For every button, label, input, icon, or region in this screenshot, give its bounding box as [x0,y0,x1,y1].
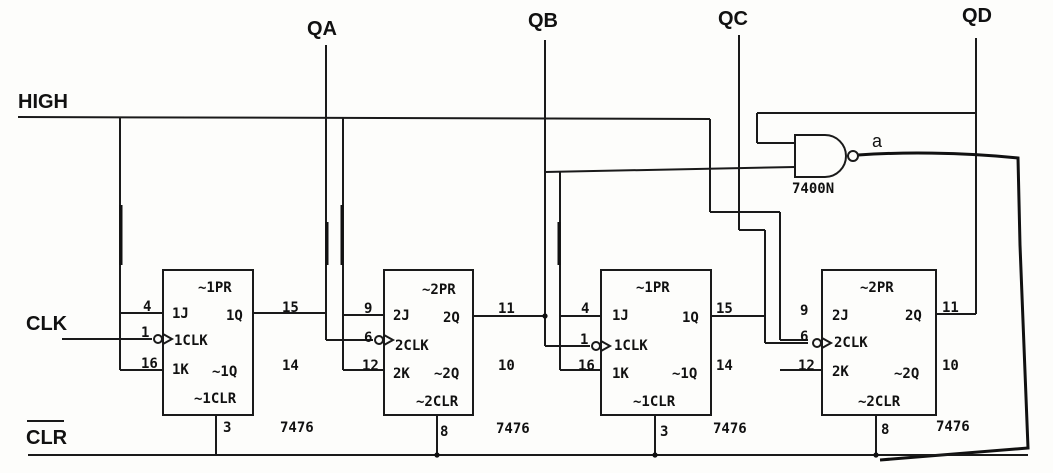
ff4-clr: ~2CLR [858,394,901,410]
ff2-pr: ~2PR [422,282,456,298]
flipflop-3: ~1PR 1J 1CLK 1K 1Q ~1Q ~1CLR 4 1 16 15 1… [578,269,747,440]
ff3-clr: ~1CLR [633,394,676,410]
ff3-part: 7476 [713,421,747,437]
ff4-pin-q: 11 [942,300,959,316]
ff2-k: 2K [393,366,410,382]
ff2-pin-k: 12 [362,358,379,374]
ff1-j: 1J [172,306,189,322]
ff3-pr: ~1PR [636,280,670,296]
flipflop-1: ~1PR 1J 1CLK 1K 1Q ~1Q ~1CLR 4 1 16 15 1… [141,269,314,436]
ff1-pin-qn: 14 [282,358,299,374]
ff2-pin-q: 11 [498,301,515,317]
ff3-j: 1J [612,308,629,324]
ff3-clk: 1CLK [614,338,648,354]
ff3-k: 1K [612,366,629,382]
ff2-clk: 2CLK [395,338,429,354]
ff1-pin-q: 15 [282,300,299,316]
ff2-clr: ~2CLR [416,394,459,410]
ff3-pin-qn: 14 [716,358,733,374]
ff1-qn: ~1Q [212,364,237,380]
ff3-pin-clr: 3 [660,424,668,440]
ff4-q: 2Q [905,308,922,324]
ff2-pin-clr: 8 [440,424,448,440]
ff4-clk: 2CLK [834,335,868,351]
ff4-j: 2J [832,308,849,324]
ff4-k: 2K [832,364,849,380]
ff1-k: 1K [172,362,189,378]
label-qb: QB [528,10,558,32]
ff1-pin-clr: 3 [223,420,231,436]
ff1-pin-k: 16 [141,356,158,372]
ff2-part: 7476 [496,421,530,437]
label-qc: QC [718,8,748,30]
ff1-part: 7476 [280,420,314,436]
ff2-pin-clk: 6 [364,330,372,346]
ff4-pin-qn: 10 [942,358,959,374]
ff1-pr: ~1PR [198,280,232,296]
ff4-pin-k: 12 [798,358,815,374]
flipflop-4: ~2PR 2J 2CLK 2K 2Q ~2Q ~2CLR 9 6 12 11 1… [798,269,970,438]
label-high: HIGH [18,91,68,113]
ff2-pin-qn: 10 [498,358,515,374]
ff3-pin-q: 15 [716,301,733,317]
ff2-q: 2Q [443,310,460,326]
ff4-qn: ~2Q [894,366,919,382]
label-clr: CLR [26,427,68,449]
ff3-pin-j: 4 [581,301,589,317]
ff4-part: 7476 [936,419,970,435]
nand-bubble [847,150,859,162]
ff4-pr: ~2PR [860,280,894,296]
ff3-qn: ~1Q [672,366,697,382]
nand-label: 7400N [792,181,834,197]
ff4-pin-clk: 6 [800,329,808,345]
ff2-qn: ~2Q [434,366,459,382]
ff3-q: 1Q [682,310,699,326]
wiring [17,35,1030,462]
label-qa: QA [307,18,337,40]
ff2-pin-j: 9 [364,301,372,317]
ff2-j: 2J [393,308,410,324]
ff1-clr: ~1CLR [194,391,237,407]
ff1-clk: 1CLK [174,333,208,349]
ff4-pin-clr: 8 [881,422,889,438]
ff1-pin-clk: 1 [141,325,149,341]
label-qd: QD [962,5,992,27]
ff3-pin-k: 16 [578,358,595,374]
ff1-pin-j: 4 [143,299,151,315]
ff3-pin-clk: 1 [580,332,588,348]
ff4-pin-j: 9 [800,303,808,319]
flipflop-2: ~2PR 2J 2CLK 2K 2Q ~2Q ~2CLR 9 6 12 11 1… [362,269,530,440]
ff1-q: 1Q [226,308,243,324]
nand-gate: 7400N [792,134,859,197]
label-node-a: a [872,131,883,151]
label-clk: CLK [26,313,68,335]
